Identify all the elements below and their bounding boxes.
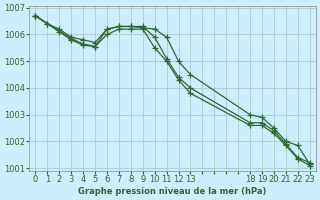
X-axis label: Graphe pression niveau de la mer (hPa): Graphe pression niveau de la mer (hPa) xyxy=(78,187,267,196)
